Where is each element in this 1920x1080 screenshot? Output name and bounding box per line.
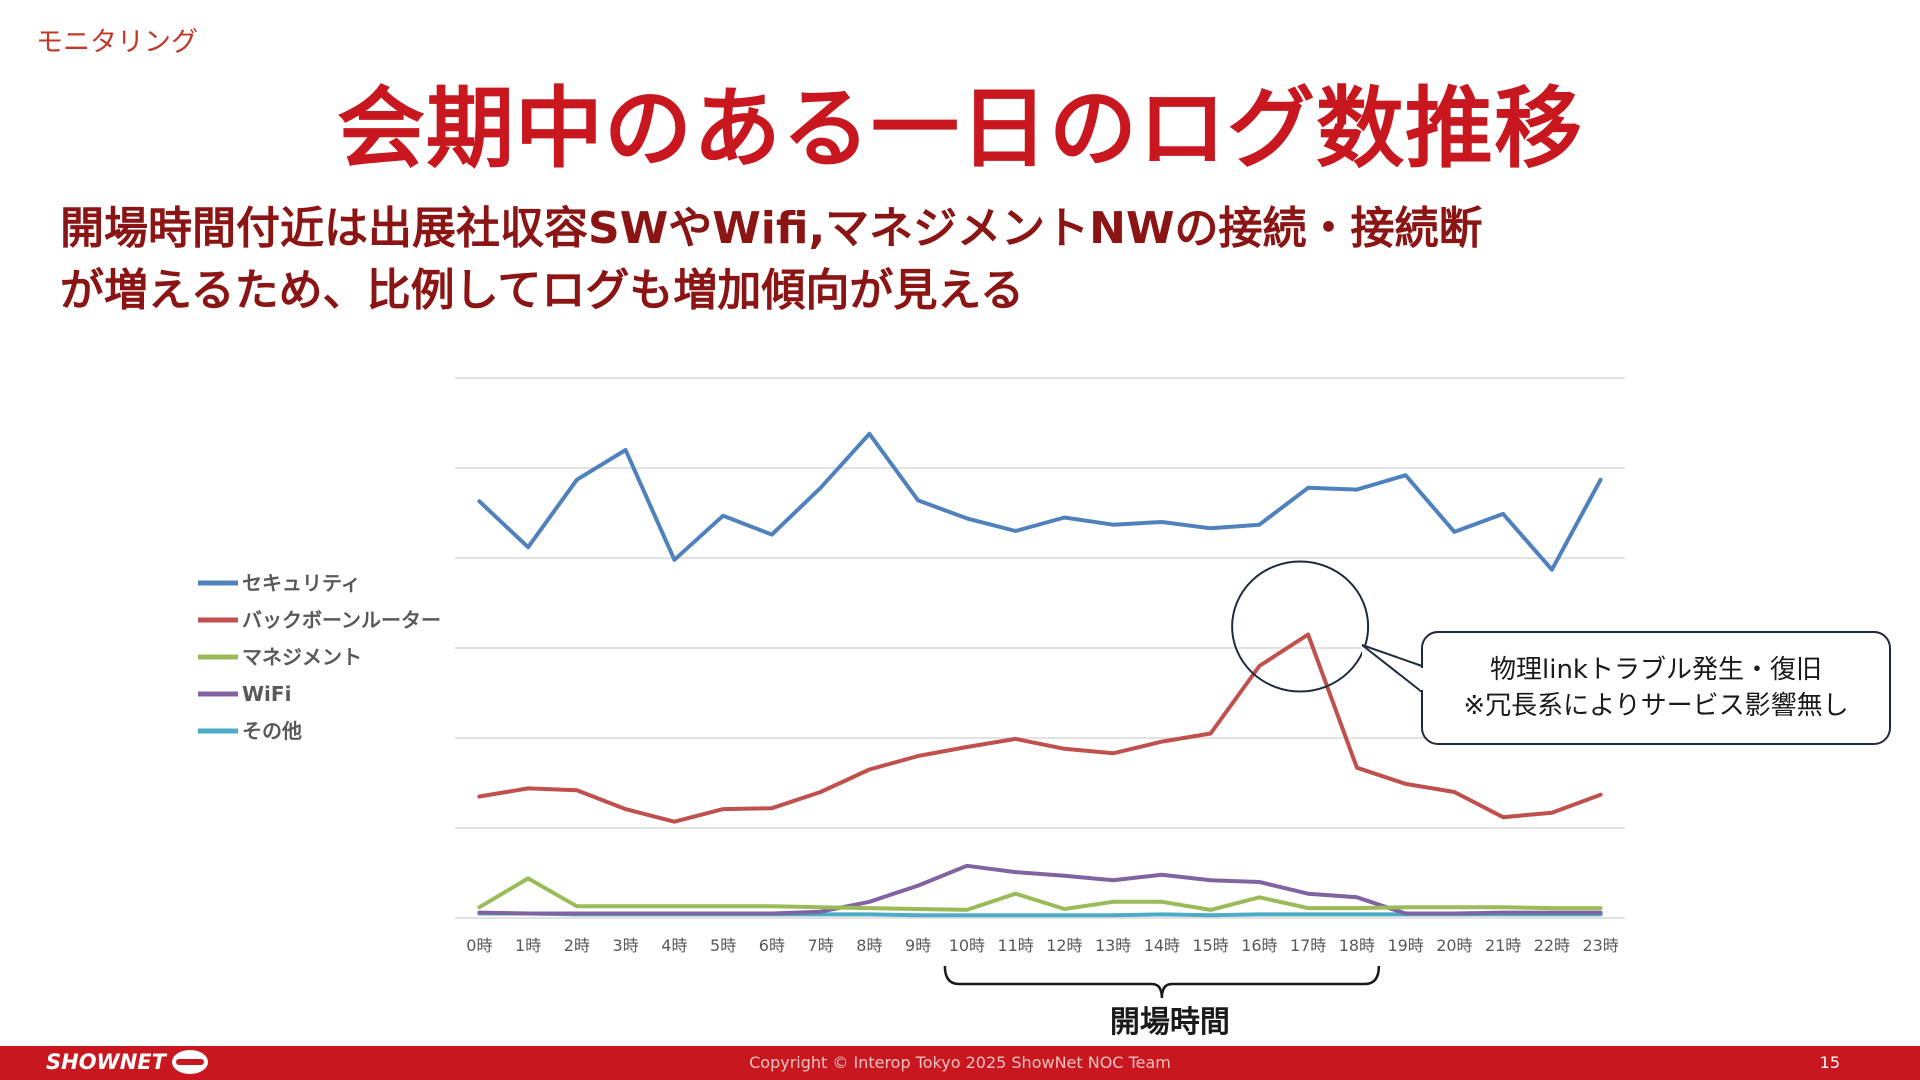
callout-text-line-1: 物理linkトラブル発生・復旧 [1490, 655, 1822, 685]
legend-label: その他 [242, 719, 302, 743]
x-tick-label: 2時 [564, 936, 590, 955]
logo-text: SHOWNET [46, 1050, 166, 1074]
x-tick-label: 14時 [1144, 936, 1180, 955]
footer-bar: SHOWNET Copyright © Interop Tokyo 2025 S… [0, 1046, 1920, 1080]
x-tick-label: 18時 [1339, 936, 1375, 955]
x-tick-label: 7時 [808, 936, 834, 955]
section-label: モニタリング [36, 27, 198, 58]
logo-mark-icon [171, 1050, 208, 1074]
x-tick-label: 4時 [661, 936, 687, 955]
x-tick-label: 13時 [1095, 936, 1131, 955]
x-tick-label: 15時 [1192, 936, 1228, 955]
shownet-logo: SHOWNET [46, 1050, 208, 1074]
opening-hours-bracket [943, 965, 1381, 999]
x-tick-label: 10時 [949, 936, 985, 955]
series-line [477, 876, 1603, 912]
slide-subtitle: 開場時間付近は出展社収容SWやWifi,マネジメントNWの接続・接続断 が増える… [60, 198, 1680, 322]
copyright-text: Copyright © Interop Tokyo 2025 ShowNet N… [749, 1053, 1171, 1072]
x-tick-label: 16時 [1241, 936, 1277, 955]
legend-label: バックボーンルーター [242, 608, 441, 632]
x-tick-label: 0時 [466, 936, 492, 955]
subtitle-line-2: が増えるため、比例してログも増加傾向が見える [60, 265, 1025, 316]
slide-title: 会期中のある一日のログ数推移 [336, 77, 1583, 180]
x-axis-tick-labels: 0時 1時 2時 3時 4時 5時 6時 7時 8時 9時 10時 11時 12時 13時 14時 15時 16… [466, 936, 1619, 955]
x-tick-label: 17時 [1290, 936, 1326, 955]
highlight-circle [1231, 560, 1370, 693]
chart-series [477, 431, 1603, 918]
legend-label: マネジメント [242, 645, 362, 669]
x-tick-label: 1時 [515, 936, 541, 955]
bracket-label: 開場時間 [1110, 1005, 1230, 1040]
x-tick-label: 20時 [1436, 936, 1472, 955]
log-count-line-chart: 0時 1時 2時 3時 4時 5時 6時 7時 8時 9時 10時 11時 12時 13時 14時 15時 16… [198, 377, 1891, 1040]
subtitle-line-1: 開場時間付近は出展社収容SWやWifi,マネジメントNWの接続・接続断 [60, 203, 1483, 254]
legend-label: WiFi [242, 682, 291, 706]
x-tick-label: 23時 [1582, 936, 1618, 955]
series-line [477, 632, 1603, 824]
callout-box [1421, 631, 1891, 745]
x-tick-label: 8時 [856, 936, 882, 955]
x-tick-label: 22時 [1534, 936, 1570, 955]
series-line [477, 431, 1603, 572]
x-tick-label: 19時 [1387, 936, 1423, 955]
x-tick-label: 11時 [997, 936, 1033, 955]
x-tick-label: 6時 [759, 936, 785, 955]
callout-text-line-2: ※冗長系によりサービス影響無し [1463, 691, 1848, 721]
series-line [477, 863, 1603, 916]
x-tick-label: 12時 [1046, 936, 1082, 955]
legend-label: セキュリティ [242, 571, 361, 595]
page-number: 15 [1819, 1053, 1840, 1072]
x-tick-label: 9時 [905, 936, 931, 955]
x-tick-label: 21時 [1485, 936, 1521, 955]
x-tick-label: 5時 [710, 936, 736, 955]
x-tick-label: 3時 [613, 936, 639, 955]
